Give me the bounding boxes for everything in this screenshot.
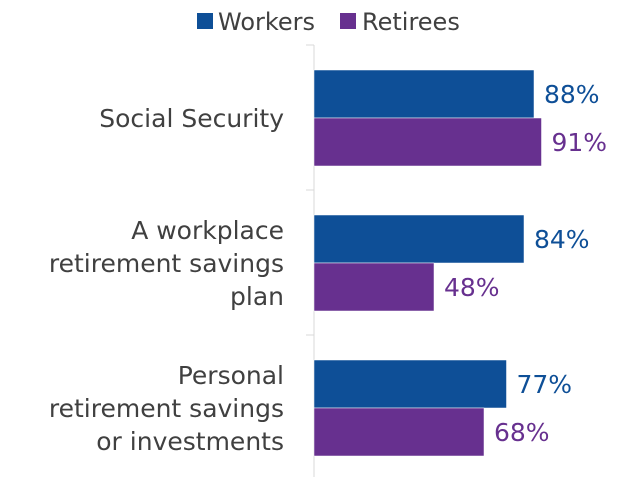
data-label-retirees-1: 48% xyxy=(444,273,500,302)
category-label-2-line-0: Personal xyxy=(178,361,284,390)
category-label-1-line-1: retirement savings xyxy=(49,249,284,278)
bar-workers-0 xyxy=(313,69,535,119)
legend-label-retirees: Retirees xyxy=(362,8,460,36)
bar-retirees-0 xyxy=(313,117,542,167)
category-label-2-line-2: or investments xyxy=(96,427,284,456)
data-label-retirees-2: 68% xyxy=(494,418,550,447)
bar-workers-1 xyxy=(313,214,525,264)
legend-swatch-retirees xyxy=(340,13,356,29)
bar-workers-2 xyxy=(313,359,507,409)
bar-retirees-2 xyxy=(313,407,485,457)
data-label-workers-1: 84% xyxy=(534,225,590,254)
data-label-workers-2: 77% xyxy=(517,370,573,399)
category-label-0-line-0: Social Security xyxy=(99,104,284,133)
data-label-workers-0: 88% xyxy=(544,80,600,109)
category-label-2-line-1: retirement savings xyxy=(49,394,284,423)
bar-retirees-1 xyxy=(313,262,435,312)
legend-swatch-workers xyxy=(197,13,213,29)
legend-label-workers: Workers xyxy=(218,8,315,36)
category-label-1-line-2: plan xyxy=(230,282,284,311)
category-label-1-line-0: A workplace xyxy=(131,216,284,245)
data-label-retirees-0: 91% xyxy=(552,128,608,157)
